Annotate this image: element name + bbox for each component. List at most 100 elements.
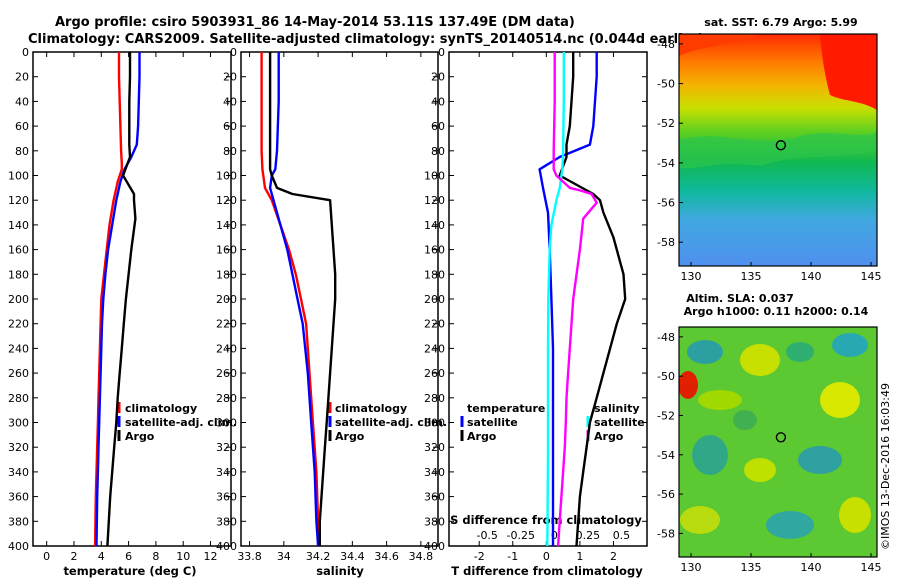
y-tick-label: 380	[216, 515, 237, 528]
sst-map-field	[679, 34, 877, 266]
map-x-tick-label: 140	[801, 561, 822, 574]
sst-warm-patch	[820, 34, 877, 110]
y-tick-label: 60	[431, 120, 445, 133]
y-tick-label: 320	[424, 441, 445, 454]
series-s-satellite	[546, 52, 565, 547]
legend-heading-salinity: salinity	[594, 402, 640, 415]
y-tick-label: 400	[8, 540, 29, 553]
map-y-tick-label: -56	[657, 197, 675, 210]
y-tick-label: 140	[216, 219, 237, 232]
y-tick-label: 220	[8, 318, 29, 331]
difference-legend-temperature: temperature satellite Argo	[460, 402, 545, 443]
y-tick-label: 180	[8, 268, 29, 281]
series-climatology	[93, 52, 124, 547]
sst-map-frame	[678, 33, 878, 267]
y-tick-label: 240	[8, 342, 29, 355]
x-tick-label: 4	[98, 550, 105, 563]
y-tick-label: 340	[8, 466, 29, 479]
temperature-panel	[32, 51, 232, 547]
map-y-tick-label: -58	[657, 527, 675, 540]
y-tick-label: 80	[431, 145, 445, 158]
sla-low-eddy	[766, 511, 814, 539]
sla-map-subtitle: Argo h1000: 0.11 h2000: 0.14	[684, 305, 869, 318]
y-tick-label: 0	[22, 46, 29, 59]
x-tick-label: -1	[507, 550, 518, 563]
series-t-satellite	[538, 52, 598, 546]
figure-title-line1: Argo profile: csiro 5903931_86 14-May-20…	[55, 15, 575, 30]
y-tick-label: 100	[424, 170, 445, 183]
sla-high-eddy	[698, 390, 742, 410]
x-tick-label: -2	[474, 550, 485, 563]
temperature-legend: climatology satellite-adj. clim. Argo	[117, 402, 237, 443]
difference-legend-salinity: salinity satellite Argo	[586, 402, 645, 443]
x-tick-label: 12	[204, 550, 218, 563]
y-tick-label: 100	[8, 170, 29, 183]
sst-map-panel: sat. SST: 6.79 Argo: 5.99 130 135 140 145 -4…	[657, 16, 881, 283]
sla-high-eddy	[680, 506, 720, 534]
y-tick-label: 220	[424, 318, 445, 331]
x-tick-label: 6	[125, 550, 132, 563]
temperature-xlabel: temperature (deg C)	[63, 564, 196, 578]
s-tick-label: -0.25	[507, 529, 535, 542]
y-tick-label: 60	[223, 120, 237, 133]
y-tick-label: 380	[424, 515, 445, 528]
legend-label-t-satellite: satellite	[467, 416, 518, 429]
sla-high-eddy	[744, 458, 776, 482]
map-y-tick-label: -48	[657, 38, 675, 51]
sla-high-eddy	[839, 497, 871, 533]
y-tick-label: 200	[424, 293, 445, 306]
y-tick-label: 360	[8, 491, 29, 504]
legend-label-s-argo: Argo	[594, 430, 624, 443]
series-argo	[268, 52, 337, 546]
series-satellite-adj-clim-	[95, 52, 141, 547]
y-tick-label: 80	[223, 145, 237, 158]
figure-title-line2: Climatology: CARS2009. Satellite-adjuste…	[28, 32, 704, 47]
legend-label-climatology: climatology	[125, 402, 197, 415]
y-tick-label: 380	[8, 515, 29, 528]
x-tick-label: 2	[70, 550, 77, 563]
sla-high-eddy	[740, 344, 780, 376]
y-tick-label: 120	[8, 194, 29, 207]
sla-high-eddy	[679, 371, 698, 399]
x-tick-label: 10	[176, 550, 190, 563]
sla-map-title: Altim. SLA: 0.037	[686, 292, 793, 305]
y-tick-label: 220	[216, 318, 237, 331]
y-tick-label: 140	[424, 219, 445, 232]
y-tick-label: 40	[15, 95, 29, 108]
x-tick-label: 34.4	[340, 550, 365, 563]
argo-float-marker	[775, 140, 787, 151]
sst-warm-patch	[679, 34, 760, 56]
y-tick-label: 260	[424, 367, 445, 380]
sla-low-eddy	[786, 342, 814, 362]
y-tick-label: 340	[216, 466, 237, 479]
x-tick-label: 1	[576, 550, 583, 563]
series-climatology	[260, 52, 320, 546]
sla-low-eddy	[832, 333, 868, 357]
y-tick-label: 120	[216, 194, 237, 207]
y-tick-label: 100	[216, 170, 237, 183]
y-tick-label: 300	[216, 417, 237, 430]
sst-front	[679, 132, 877, 169]
series-argo	[106, 52, 137, 547]
y-tick-label: 20	[223, 71, 237, 84]
y-tick-label: 280	[8, 392, 29, 405]
x-tick-label: 33.8	[237, 550, 262, 563]
y-tick-label: 200	[8, 293, 29, 306]
y-tick-label: 260	[8, 367, 29, 380]
legend-label-satellite: satellite-adj. clim.	[125, 416, 237, 429]
legend-label-satellite: satellite-adj. clim.	[335, 416, 447, 429]
legend-label-climatology: climatology	[335, 402, 407, 415]
map-x-tick-label: 130	[681, 270, 702, 283]
x-tick-label: 34.8	[409, 550, 434, 563]
y-tick-label: 40	[431, 95, 445, 108]
y-tick-label: 240	[424, 342, 445, 355]
x-tick-label: 34.2	[306, 550, 331, 563]
y-tick-label: 20	[431, 71, 445, 84]
s-tick-label: 0.5	[613, 529, 631, 542]
y-tick-label: 360	[216, 491, 237, 504]
y-tick-label: 320	[216, 441, 237, 454]
y-tick-label: 60	[15, 120, 29, 133]
x-tick-label: 34	[277, 550, 291, 563]
y-tick-label: 80	[15, 145, 29, 158]
map-x-tick-label: 135	[741, 561, 762, 574]
